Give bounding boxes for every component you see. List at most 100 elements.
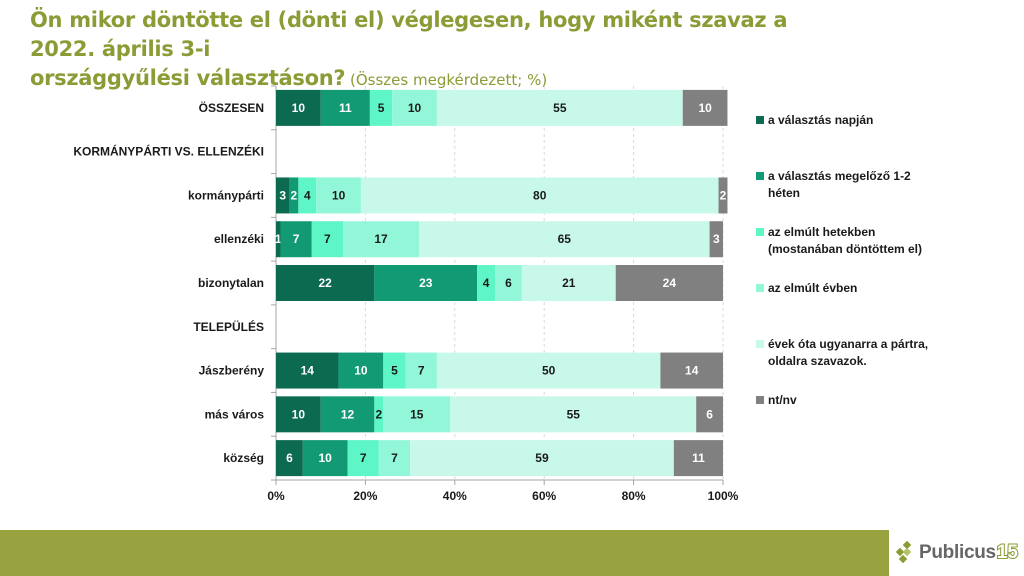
- bar-segment: [338, 352, 384, 389]
- data-label: 10: [292, 101, 306, 115]
- data-label: 12: [341, 407, 355, 421]
- data-label: 55: [553, 101, 567, 115]
- data-label: 22: [318, 276, 332, 290]
- bar-segment: [320, 89, 370, 126]
- bar-segment: [682, 89, 728, 126]
- bar-segment: [280, 221, 312, 258]
- category-label: TELEPÜLÉS: [193, 319, 264, 334]
- data-label: 10: [698, 101, 712, 115]
- bar-segment: [320, 396, 375, 433]
- bar-segment: [311, 221, 344, 258]
- data-label: 11: [339, 101, 352, 115]
- x-tick-label: 60%: [532, 489, 556, 503]
- legend-swatch: [756, 284, 764, 292]
- data-label: 3: [279, 188, 286, 202]
- data-label: 4: [304, 188, 311, 202]
- bar-segment: [450, 396, 697, 433]
- bar-segment: [615, 265, 723, 301]
- bar-segment: [436, 352, 661, 389]
- bar-segment: [316, 177, 361, 214]
- category-label: kormánypárti: [188, 188, 264, 202]
- title-line-1: Ön mikor döntötte el (dönti el) végleges…: [30, 8, 788, 61]
- x-tick-label: 0%: [267, 489, 285, 503]
- legend-label: nt/nv: [768, 393, 797, 407]
- legend-swatch: [756, 116, 764, 124]
- bar-segment: [696, 396, 723, 433]
- data-label: 10: [332, 188, 346, 202]
- legend-label: a választás napján: [768, 113, 874, 127]
- x-tick-label: 100%: [708, 489, 739, 503]
- bar-segment: [495, 265, 522, 301]
- bar-segment: [276, 265, 375, 301]
- bar-segment: [673, 440, 723, 477]
- legend-item: évek óta ugyanarra a pártra, oldalra szav…: [756, 336, 928, 370]
- footer-bar: [0, 530, 1024, 576]
- data-label: 24: [663, 276, 677, 290]
- bar-segment: [392, 89, 437, 126]
- legend-item: nt/nv: [756, 392, 797, 409]
- bar-segment: [276, 396, 321, 433]
- logo-text: Publicus: [919, 542, 996, 563]
- diamond-logo-icon: [895, 541, 912, 564]
- legend-label: évek óta ugyanarra a pártra, oldalra szav…: [768, 337, 929, 368]
- x-tick-label: 20%: [353, 489, 377, 503]
- bar-segment: [374, 396, 384, 433]
- stacked-bar-chart: 0% 20% 40% 60% 80% 100%ÖSSZESEN 10 11 5 10 55 10KOR…: [73, 85, 739, 503]
- legend-item: a választás napján: [756, 112, 873, 129]
- bar-segment: [709, 221, 723, 258]
- bar-segment: [276, 352, 339, 389]
- bar-segment: [436, 89, 683, 126]
- data-label: 7: [418, 364, 425, 378]
- data-label: 50: [542, 364, 556, 378]
- legend-item: az elmúlt hetekben (mostanában döntöttem …: [756, 224, 922, 258]
- category-label: bizonytalan: [198, 276, 264, 290]
- data-label: 4: [483, 276, 490, 290]
- legend-label: az elmúlt hetekben (mostanában döntöttem …: [768, 225, 923, 256]
- category-label: más város: [205, 407, 265, 421]
- data-label: 11: [692, 451, 705, 465]
- bar-segment: [405, 352, 437, 389]
- data-label: 55: [567, 407, 581, 421]
- legend-label: az elmúlt évben: [768, 281, 858, 295]
- bar-segment: [477, 265, 496, 301]
- legend-swatch: [756, 228, 764, 236]
- data-label: 6: [706, 407, 713, 421]
- bar-segment: [521, 265, 616, 301]
- data-label: 65: [558, 232, 572, 246]
- category-label: ÖSSZESEN: [199, 100, 264, 115]
- data-label: 14: [685, 364, 699, 378]
- data-label: 7: [293, 232, 300, 246]
- bar-segment: [347, 440, 379, 477]
- legend-swatch: [756, 396, 764, 404]
- bar-segment: [343, 221, 420, 258]
- data-label: 5: [378, 101, 385, 115]
- bar-segment: [718, 177, 728, 214]
- legend-label: a választás megelőző 1-2 héten: [768, 169, 911, 200]
- data-label: 14: [301, 364, 315, 378]
- chart-subtitle: (Összes megkérdezett; %): [345, 71, 548, 89]
- data-label: 7: [360, 451, 367, 465]
- logo-number: 15: [996, 541, 1019, 564]
- data-label: 6: [286, 451, 293, 465]
- category-label: község: [223, 451, 264, 465]
- data-label: 21: [562, 276, 576, 290]
- bar-segment: [378, 440, 411, 477]
- bar-segment: [419, 221, 710, 258]
- legend-item: az elmúlt évben: [756, 280, 857, 297]
- data-label: 23: [419, 276, 433, 290]
- data-label: 5: [391, 364, 398, 378]
- bar-segment: [383, 396, 451, 433]
- data-label: 15: [410, 407, 424, 421]
- bar-segment: [374, 265, 478, 301]
- bar-segment: [302, 440, 348, 477]
- data-label: 10: [354, 364, 368, 378]
- data-label: 59: [535, 451, 549, 465]
- category-label: ellenzéki: [214, 232, 264, 246]
- data-label: 10: [318, 451, 332, 465]
- x-tick-label: 40%: [443, 489, 467, 503]
- data-label: 2: [375, 407, 382, 421]
- bar-segment: [276, 177, 290, 214]
- legend-swatch: [756, 172, 764, 180]
- data-label: 7: [324, 232, 331, 246]
- bar-segment: [276, 440, 303, 477]
